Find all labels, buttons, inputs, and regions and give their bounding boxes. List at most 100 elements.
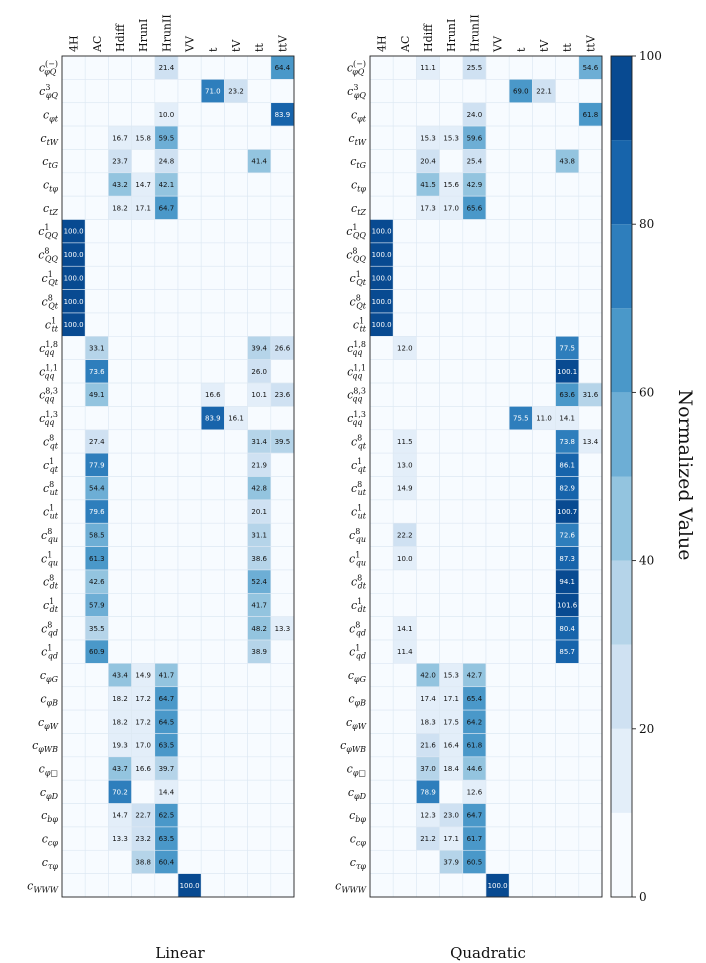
heatmap-cell — [61, 826, 86, 851]
heatmap-cell — [369, 429, 394, 454]
colorbar-frame — [610, 55, 633, 898]
heatmap-cell — [247, 79, 272, 104]
heatmap-cell — [108, 476, 132, 501]
cell-value-label: 44.6 — [467, 765, 483, 773]
heatmap-cell — [578, 803, 603, 828]
heatmap-cell — [485, 265, 510, 290]
heatmap-cell — [200, 616, 225, 641]
heatmap-cell — [508, 826, 533, 851]
heatmap-cell — [392, 756, 417, 781]
heatmap-cell — [154, 359, 179, 384]
cell-value-label: 63.6 — [559, 391, 575, 399]
heatmap-cell — [485, 336, 510, 360]
heatmap-cell — [131, 873, 156, 898]
heatmap-cell — [369, 125, 394, 150]
cell-value-label: 21.9 — [251, 461, 267, 469]
heatmap-cell — [247, 312, 272, 337]
heatmap-cell — [84, 733, 109, 758]
row-label: c1 qt — [43, 457, 59, 474]
colorbar-segment — [611, 140, 632, 225]
heatmap-cell — [416, 336, 440, 360]
heatmap-cell — [177, 102, 202, 127]
panel-frame — [369, 55, 603, 898]
heatmap-cell — [462, 406, 487, 431]
heatmap-cell — [555, 312, 580, 337]
heatmap-cell — [462, 616, 487, 641]
cell-value-label: 11.4 — [397, 648, 413, 656]
heatmap-cell — [224, 779, 248, 804]
cell-value-label: 14.9 — [397, 485, 413, 493]
heatmap-cell — [270, 733, 295, 758]
cell-value-label: 73.6 — [89, 368, 105, 376]
heatmap-cell — [247, 849, 272, 874]
heatmap-cell — [108, 639, 132, 664]
heatmap-cell — [532, 826, 556, 851]
cell-value-label: 64.7 — [159, 204, 175, 212]
heatmap-cell — [224, 709, 248, 734]
heatmap-cell — [177, 826, 202, 851]
heatmap-cell — [224, 336, 248, 360]
cell-value-label: 60.5 — [467, 858, 483, 866]
heatmap-cell — [270, 452, 295, 477]
heatmap-cell — [508, 242, 533, 267]
heatmap-cell — [392, 79, 417, 104]
heatmap-cell — [485, 219, 510, 244]
heatmap-cell — [392, 312, 417, 337]
column-label: HrunI — [445, 19, 458, 52]
heatmap-cell — [108, 359, 132, 384]
heatmap-cell — [532, 172, 556, 197]
heatmap-cell — [508, 359, 533, 384]
heatmap-cell — [247, 733, 272, 758]
column-label: tV — [538, 39, 551, 52]
heatmap-cell — [247, 873, 272, 898]
cell-value-label: 100.0 — [488, 882, 508, 890]
heatmap-cell — [532, 639, 556, 664]
heatmap-cell — [270, 219, 295, 244]
heatmap-cell — [154, 499, 179, 524]
heatmap-cell — [61, 406, 86, 431]
cell-value-label: 17.0 — [135, 742, 151, 750]
heatmap-cell — [485, 826, 510, 851]
heatmap-cell — [416, 242, 440, 267]
heatmap-cell — [578, 826, 603, 851]
heatmap-cell — [578, 873, 603, 898]
row-label: cφB — [40, 692, 58, 707]
heatmap-cell — [392, 406, 417, 431]
heatmap-cell — [555, 172, 580, 197]
cell-value-label: 41.5 — [420, 181, 436, 189]
heatmap-cell — [462, 79, 487, 104]
heatmap-cell — [439, 616, 464, 641]
colorbar: 0 20 40 60 80 100 — [610, 49, 662, 904]
heatmap-cell — [61, 452, 86, 477]
heatmap-cell — [247, 826, 272, 851]
heatmap-cell — [369, 756, 394, 781]
heatmap-cell — [247, 803, 272, 828]
heatmap-cell — [84, 172, 109, 197]
heatmap-cell — [392, 125, 417, 150]
heatmap-cell — [369, 195, 394, 220]
heatmap-cell — [508, 779, 533, 804]
heatmap-cell — [555, 686, 580, 711]
heatmap-cell — [439, 55, 464, 80]
heatmap-cell — [416, 219, 440, 244]
cell-value-label: 15.8 — [135, 134, 151, 142]
column-label: Hdiff — [422, 23, 435, 52]
heatmap-cell — [200, 336, 225, 360]
row-label: c8 Qt — [42, 293, 59, 310]
heatmap-cell — [131, 289, 156, 314]
cell-value-label: 10.1 — [251, 391, 267, 399]
cell-value-label: 15.3 — [420, 134, 436, 142]
heatmap-cell — [392, 593, 417, 617]
heatmap-cell — [84, 55, 109, 80]
cell-value-label: 101.6 — [557, 601, 578, 609]
heatmap-cell — [485, 452, 510, 477]
cell-value-label: 100.0 — [180, 882, 200, 890]
row-label: cφW — [38, 716, 59, 731]
heatmap-cell — [485, 546, 510, 571]
heatmap-cell — [578, 79, 603, 104]
heatmap-cell — [462, 289, 487, 314]
heatmap-cell — [439, 499, 464, 524]
colorbar-label: Normalized Value — [674, 390, 696, 561]
heatmap-cell — [224, 265, 248, 290]
heatmap-cell — [462, 546, 487, 571]
